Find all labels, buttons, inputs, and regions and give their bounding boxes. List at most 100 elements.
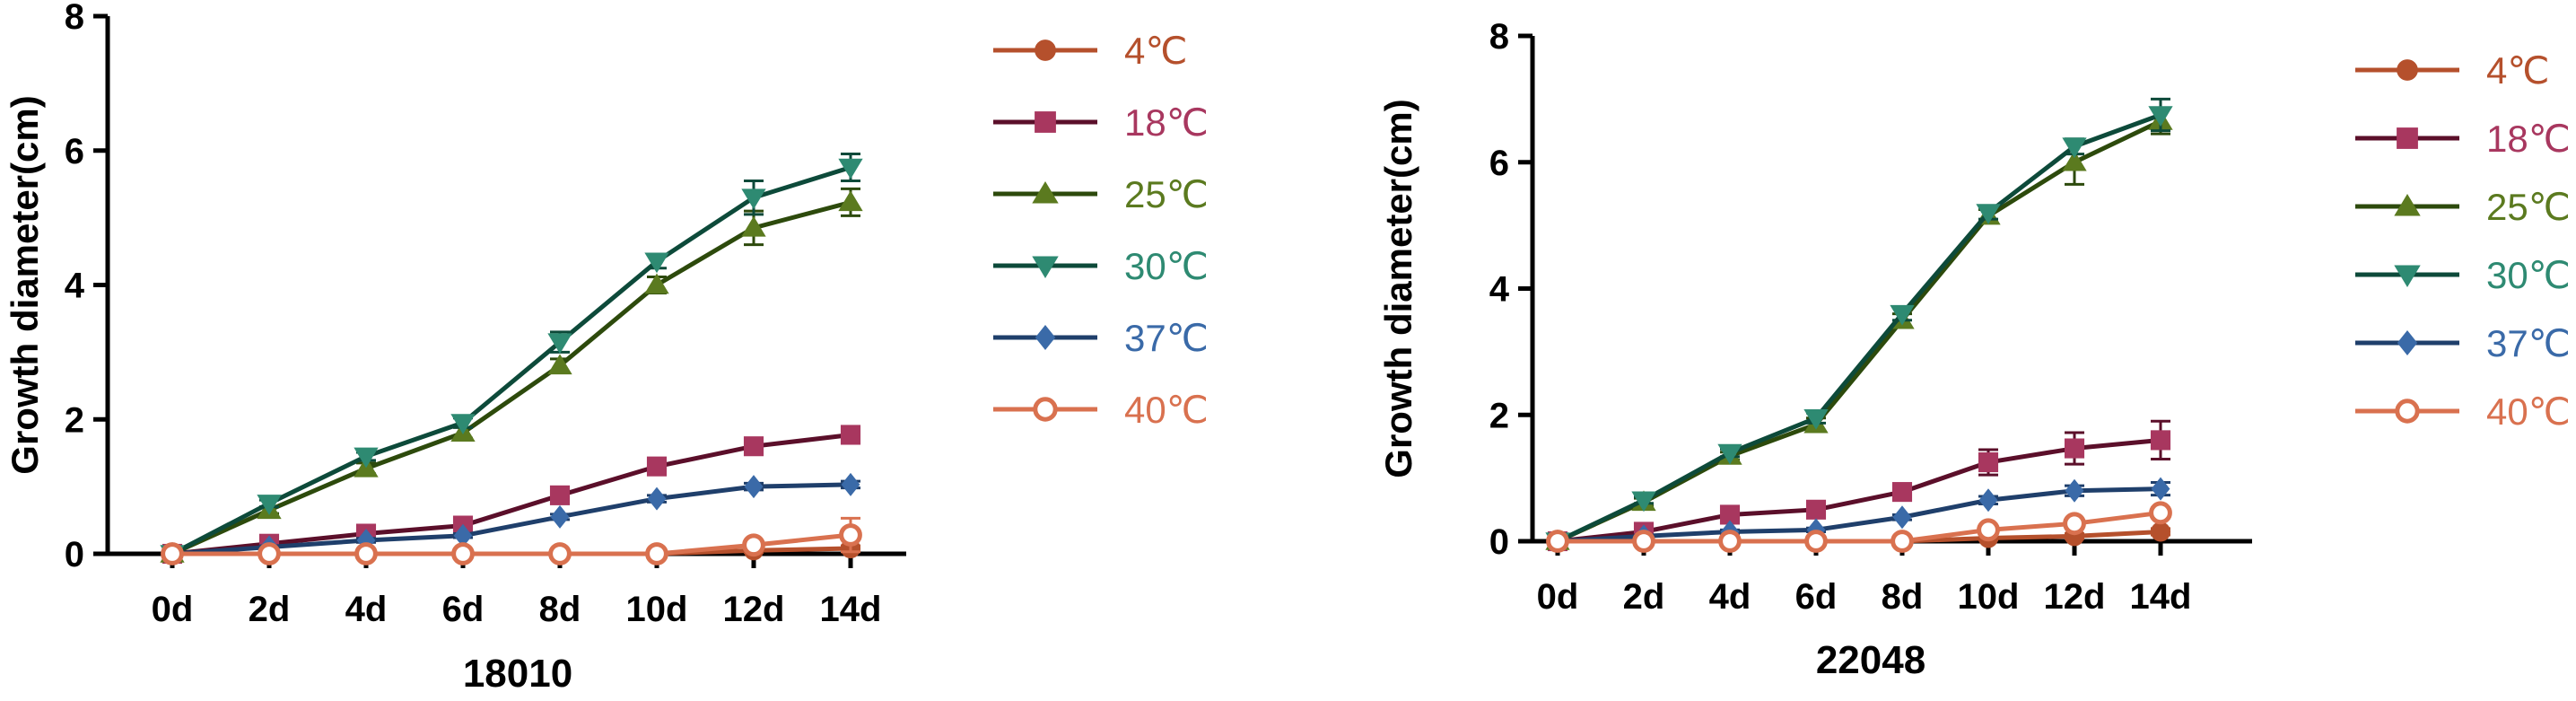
x-tick-label: 10d [1958,577,2020,617]
y-tick-label: 4 [1489,270,1510,310]
data-point [2150,521,2171,542]
chart-title: 22048 [1816,638,1925,682]
legend-label: 30℃ [1124,245,1209,287]
data-point [356,529,376,553]
series-40 [1546,501,2172,553]
data-point [451,542,475,565]
data-point [1977,518,2000,542]
data-point [840,425,861,445]
legend-item-25: 25℃ [993,173,1209,215]
series-line [171,432,851,556]
legend-item-4: 4℃ [993,30,1188,72]
legend-label: 37℃ [1124,317,1209,359]
x-tick-label: 6d [442,590,485,629]
series-30 [160,152,863,565]
legend-marker [1033,397,1058,422]
legend-marker [1032,181,1059,204]
y-tick-label: 0 [65,535,84,574]
legend-item-30: 30℃ [993,245,1209,287]
x-tick-label: 2d [1623,577,1665,617]
data-point [547,333,572,355]
legend-item-25: 25℃ [2355,186,2571,228]
legend-label: 4℃ [1124,30,1188,72]
series-line [170,165,851,556]
data-point [2148,106,2173,127]
data-point [1804,530,1828,553]
legend-marker [2394,194,2421,216]
data-point [1890,304,1915,326]
legend-item-18: 18℃ [993,101,1209,144]
chart-22048: 0 2 4 6 8 0d 2d 4d 6d 8d 10d 12d 14d Growth diameter(… [1377,17,2571,682]
data-point [258,542,281,565]
x-tick-label: 2d [249,590,291,629]
series-line [172,532,851,556]
x-tick-label: 14d [820,590,882,629]
legend-item-30: 30℃ [2355,254,2571,296]
legend: 4℃ 18℃ 25℃ 30℃ 37℃ 40℃ [993,30,1209,431]
data-point [1978,451,1999,473]
y-tick-label: 8 [65,0,84,37]
legend-marker [2397,330,2418,355]
data-point [2149,501,2172,525]
series-line [1557,486,2161,544]
data-point [1978,488,1998,513]
legend-label: 25℃ [2486,186,2571,228]
legend-item-40: 40℃ [2355,390,2571,433]
data-point [1891,482,1913,503]
legend-marker [2397,127,2418,149]
legend-item-40: 40℃ [993,389,1209,431]
y-axis-label: Growth diameter(cm) [4,95,46,474]
data-point [839,523,862,547]
data-point [647,486,667,511]
x-tick-label: 8d [1882,577,1924,617]
legend-marker [1035,111,1056,133]
data-point [2151,477,2170,501]
data-point [2062,150,2087,171]
series-line [1557,437,2161,544]
y-axis-label: Growth diameter(cm) [1377,99,1419,478]
data-point [354,542,378,565]
y-tick-label: 6 [65,132,84,171]
x-tick-label: 0d [152,590,194,629]
legend: 4℃ 18℃ 25℃ 30℃ 37℃ 40℃ [2355,49,2571,433]
chart-title: 18010 [463,652,572,696]
series-line [1558,510,2161,544]
data-point [548,542,572,565]
data-point [1976,204,2001,225]
data-point [1805,499,1827,520]
data-point [1546,530,1569,553]
data-point [161,542,184,565]
legend-marker [2397,59,2418,81]
data-point [838,158,863,180]
y-tick-label: 8 [1489,17,1509,57]
data-point [841,472,860,496]
legend-label: 30℃ [2486,254,2571,296]
legend-marker [2395,399,2420,424]
series-40 [161,516,862,565]
series-line [171,482,851,556]
data-point [2065,478,2084,503]
data-point [2150,430,2171,451]
data-point [742,533,765,557]
data-point [741,188,766,210]
data-point [743,436,764,457]
legend-marker [2394,265,2421,287]
legend-label: 37℃ [2486,322,2571,364]
x-tick-label: 4d [1709,577,1751,617]
legend-label: 18℃ [2486,118,2571,160]
data-point [354,447,379,469]
data-point [257,495,282,515]
legend-item-4: 4℃ [2355,49,2550,92]
y-tick-label: 4 [65,267,85,306]
x-tick-label: 14d [2130,577,2192,617]
data-point [741,215,766,237]
data-point [453,523,473,548]
data-point [646,456,668,477]
y-tick-label: 2 [1489,396,1509,435]
data-point [1891,530,1914,553]
chart-18010: 0 2 4 6 8 0d 2d 4d 6d 8d 10d 12d 14d Growth diameter(… [4,0,1209,696]
series-line [1556,112,2161,544]
data-point [2064,438,2085,459]
legend-label: 18℃ [1124,101,1209,144]
data-point [1803,409,1829,430]
